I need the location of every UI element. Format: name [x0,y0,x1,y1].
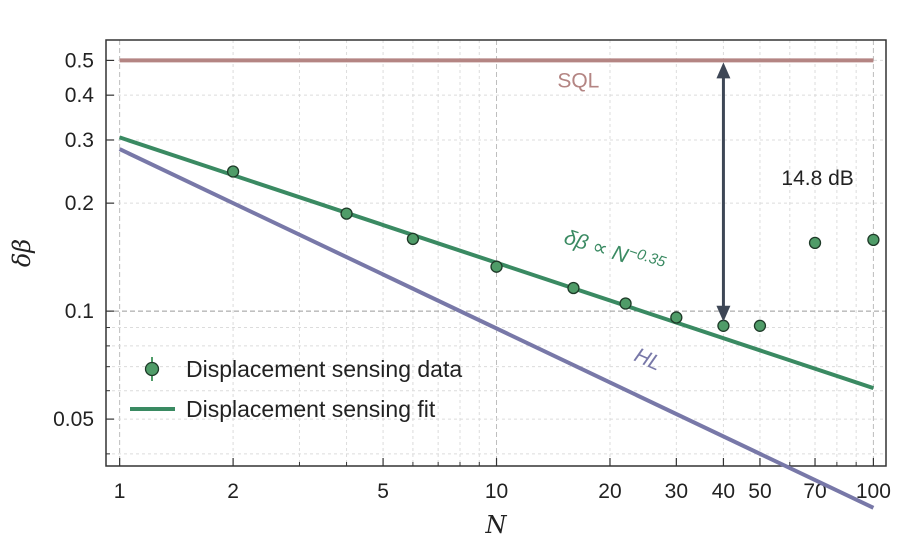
data-point [567,281,580,295]
y-tick-label: 0.2 [65,192,94,215]
annotation-label: HL [631,344,665,376]
y-tick-label: 0.3 [65,129,94,152]
y-tick-label: 0.05 [53,408,94,431]
x-tick-label: 2 [227,480,239,503]
y-tick-label: 0.5 [65,49,94,72]
annotation-label: SQL [557,70,599,93]
x-tick-label: 1 [114,480,126,503]
x-axis-title: N [485,511,508,539]
legend-label: Displacement sensing fit [186,396,436,422]
data-points [226,165,880,332]
data-point [753,319,767,332]
y-tick-label: 0.1 [65,300,94,323]
x-tick-label: 100 [856,480,891,503]
data-point [867,233,880,247]
legend-label: Displacement sensing data [186,356,462,382]
data-point [670,311,683,324]
x-tick-label: 30 [665,480,688,503]
data-point [406,232,420,246]
y-tick-label: 0.4 [65,84,95,107]
x-tick-label: 20 [598,480,621,503]
arrow-head-up [716,62,731,79]
data-point [340,207,353,220]
x-tick-label: 70 [803,480,826,503]
data-point [808,236,822,250]
data-point [226,165,240,178]
legend: Displacement sensing data Displacement se… [130,356,462,422]
arrow-head-down [716,305,731,322]
legend-marker [144,361,160,377]
data-point [619,297,632,310]
annotation-label: δβ ∝ N−0.35 [561,223,668,280]
annotations: SQL 14.8 dB δβ ∝ N−0.35 HL [557,62,854,376]
axes: 1 2 5 10 20 30 40 50 70 100 0.05 0.1 0.2 0.3 0.4 0.5 [53,49,891,503]
x-tick-label: 10 [485,480,508,503]
data-point [490,260,503,273]
y-axis-title: δβ [8,239,36,267]
annotation-label: 14.8 dB [781,167,853,190]
series-line [118,147,875,510]
x-tick-label: 50 [748,480,771,503]
data-point [717,319,730,332]
x-tick-label: 40 [712,480,735,503]
x-tick-label: 5 [377,480,389,503]
